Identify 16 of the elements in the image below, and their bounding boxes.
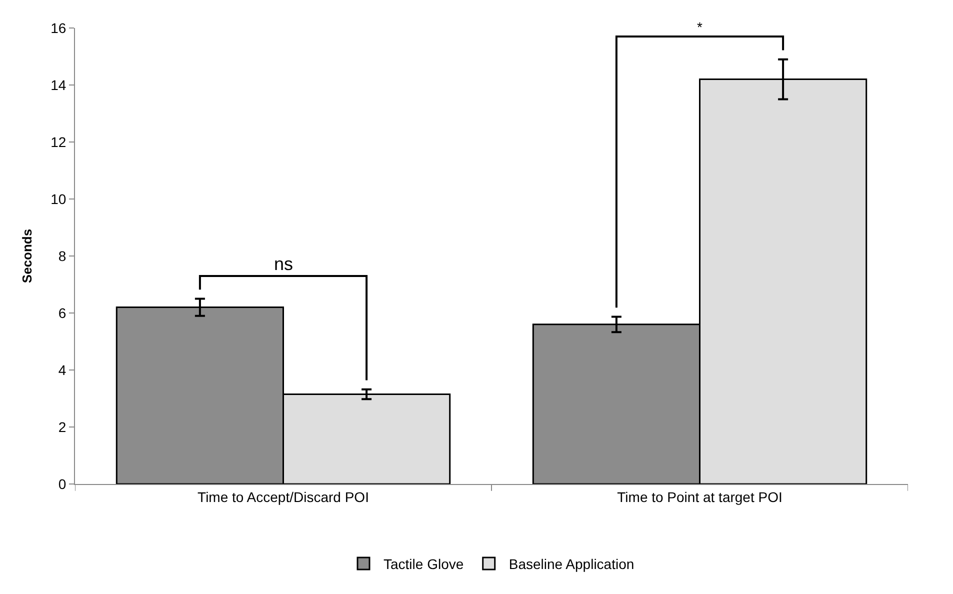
legend-label: Baseline Application bbox=[508, 556, 634, 572]
annotation: ns bbox=[274, 254, 294, 274]
x-tick-label: Time to Accept/Discard POI bbox=[198, 488, 369, 505]
y-tick-label: 12 bbox=[50, 134, 66, 150]
y-tick-label: 14 bbox=[50, 76, 66, 93]
y-axis-title: Seconds bbox=[20, 228, 35, 284]
y-tick-label: 8 bbox=[58, 248, 66, 264]
x-tick-label: Time to Point at target POI bbox=[617, 488, 782, 505]
legend-label: Tactile Glove bbox=[384, 556, 464, 572]
y-tick-label: 6 bbox=[58, 304, 66, 321]
annotation: * bbox=[697, 19, 703, 35]
y-tick-label: 10 bbox=[50, 190, 66, 207]
y-tick-label: 0 bbox=[58, 476, 66, 492]
y-tick-label: 4 bbox=[58, 362, 66, 378]
y-tick-label: 16 bbox=[50, 20, 66, 36]
y-tick-label: 2 bbox=[58, 418, 66, 435]
